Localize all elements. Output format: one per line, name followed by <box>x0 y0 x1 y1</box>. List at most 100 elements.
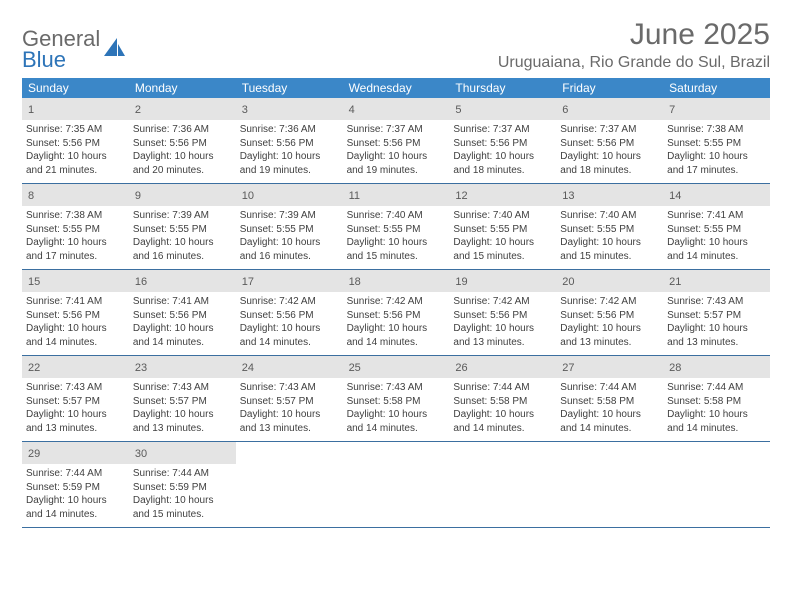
daylight-line: Daylight: 10 hours and 14 minutes. <box>133 322 232 349</box>
sunrise-line: Sunrise: 7:39 AM <box>133 209 232 223</box>
day-number: 18 <box>349 276 361 288</box>
daylight-line: Daylight: 10 hours and 18 minutes. <box>560 150 659 177</box>
day-cell: 9Sunrise: 7:39 AMSunset: 5:55 PMDaylight… <box>129 184 236 269</box>
title-block: June 2025 Uruguaiana, Rio Grande do Sul,… <box>498 18 770 72</box>
sunrise-line: Sunrise: 7:42 AM <box>453 295 552 309</box>
sunrise-line: Sunrise: 7:44 AM <box>26 467 125 481</box>
day-number: 11 <box>349 190 360 202</box>
daylight-line: Daylight: 10 hours and 14 minutes. <box>347 322 446 349</box>
sunrise-line: Sunrise: 7:43 AM <box>26 381 125 395</box>
week-row: 1Sunrise: 7:35 AMSunset: 5:56 PMDaylight… <box>22 98 770 184</box>
day-number-bar: 8 <box>22 184 129 206</box>
day-cell: 29Sunrise: 7:44 AMSunset: 5:59 PMDayligh… <box>22 442 129 527</box>
day-cell: 2Sunrise: 7:36 AMSunset: 5:56 PMDaylight… <box>129 98 236 183</box>
day-cell: 11Sunrise: 7:40 AMSunset: 5:55 PMDayligh… <box>343 184 450 269</box>
day-number: 7 <box>669 104 675 116</box>
sunset-line: Sunset: 5:55 PM <box>240 223 339 237</box>
day-cell <box>663 442 770 527</box>
day-number-bar: 12 <box>449 184 556 206</box>
daylight-line: Daylight: 10 hours and 14 minutes. <box>667 236 766 263</box>
day-number-bar: 24 <box>236 356 343 378</box>
day-cell: 19Sunrise: 7:42 AMSunset: 5:56 PMDayligh… <box>449 270 556 355</box>
day-number: 22 <box>28 362 40 374</box>
sunset-line: Sunset: 5:57 PM <box>240 395 339 409</box>
sunset-line: Sunset: 5:55 PM <box>560 223 659 237</box>
day-number-bar: 7 <box>663 98 770 120</box>
sunrise-line: Sunrise: 7:41 AM <box>26 295 125 309</box>
sunset-line: Sunset: 5:57 PM <box>667 309 766 323</box>
sunset-line: Sunset: 5:56 PM <box>26 309 125 323</box>
logo: General Blue <box>22 28 126 71</box>
sunrise-line: Sunrise: 7:37 AM <box>347 123 446 137</box>
daylight-line: Daylight: 10 hours and 14 minutes. <box>667 408 766 435</box>
header: General Blue June 2025 Uruguaiana, Rio G… <box>22 18 770 72</box>
sunset-line: Sunset: 5:55 PM <box>453 223 552 237</box>
day-header-friday: Friday <box>556 78 663 98</box>
day-cell: 28Sunrise: 7:44 AMSunset: 5:58 PMDayligh… <box>663 356 770 441</box>
logo-text-block: General Blue <box>22 28 100 71</box>
daylight-line: Daylight: 10 hours and 18 minutes. <box>453 150 552 177</box>
sunset-line: Sunset: 5:59 PM <box>133 481 232 495</box>
day-cell: 21Sunrise: 7:43 AMSunset: 5:57 PMDayligh… <box>663 270 770 355</box>
logo-text-blue: Blue <box>22 49 100 71</box>
day-cell: 14Sunrise: 7:41 AMSunset: 5:55 PMDayligh… <box>663 184 770 269</box>
daylight-line: Daylight: 10 hours and 17 minutes. <box>26 236 125 263</box>
sunset-line: Sunset: 5:58 PM <box>560 395 659 409</box>
day-number: 26 <box>455 362 467 374</box>
day-cell: 10Sunrise: 7:39 AMSunset: 5:55 PMDayligh… <box>236 184 343 269</box>
day-number: 14 <box>669 190 681 202</box>
daylight-line: Daylight: 10 hours and 16 minutes. <box>240 236 339 263</box>
calendar: SundayMondayTuesdayWednesdayThursdayFrid… <box>22 78 770 528</box>
day-number-bar: 10 <box>236 184 343 206</box>
daylight-line: Daylight: 10 hours and 13 minutes. <box>560 322 659 349</box>
sunrise-line: Sunrise: 7:40 AM <box>560 209 659 223</box>
daylight-line: Daylight: 10 hours and 21 minutes. <box>26 150 125 177</box>
day-headers-row: SundayMondayTuesdayWednesdayThursdayFrid… <box>22 78 770 98</box>
sunset-line: Sunset: 5:57 PM <box>133 395 232 409</box>
day-cell: 6Sunrise: 7:37 AMSunset: 5:56 PMDaylight… <box>556 98 663 183</box>
day-number: 4 <box>349 104 355 116</box>
day-number: 29 <box>28 448 40 460</box>
sunset-line: Sunset: 5:55 PM <box>26 223 125 237</box>
day-number: 24 <box>242 362 254 374</box>
month-title: June 2025 <box>498 18 770 52</box>
day-number-bar: 1 <box>22 98 129 120</box>
sunset-line: Sunset: 5:55 PM <box>667 137 766 151</box>
day-number-bar: 20 <box>556 270 663 292</box>
day-number: 8 <box>28 190 34 202</box>
day-cell: 1Sunrise: 7:35 AMSunset: 5:56 PMDaylight… <box>22 98 129 183</box>
day-cell: 8Sunrise: 7:38 AMSunset: 5:55 PMDaylight… <box>22 184 129 269</box>
day-number: 6 <box>562 104 568 116</box>
day-number-bar: 14 <box>663 184 770 206</box>
day-number: 25 <box>349 362 361 374</box>
sunrise-line: Sunrise: 7:43 AM <box>347 381 446 395</box>
day-cell: 17Sunrise: 7:42 AMSunset: 5:56 PMDayligh… <box>236 270 343 355</box>
sunset-line: Sunset: 5:55 PM <box>347 223 446 237</box>
sunset-line: Sunset: 5:57 PM <box>26 395 125 409</box>
daylight-line: Daylight: 10 hours and 20 minutes. <box>133 150 232 177</box>
sunrise-line: Sunrise: 7:44 AM <box>667 381 766 395</box>
day-cell: 12Sunrise: 7:40 AMSunset: 5:55 PMDayligh… <box>449 184 556 269</box>
day-cell: 7Sunrise: 7:38 AMSunset: 5:55 PMDaylight… <box>663 98 770 183</box>
logo-sail-icon <box>104 38 126 63</box>
sunset-line: Sunset: 5:58 PM <box>667 395 766 409</box>
day-number: 3 <box>242 104 248 116</box>
day-number: 13 <box>562 190 574 202</box>
daylight-line: Daylight: 10 hours and 14 minutes. <box>347 408 446 435</box>
day-number-bar: 19 <box>449 270 556 292</box>
sunset-line: Sunset: 5:56 PM <box>240 137 339 151</box>
sunrise-line: Sunrise: 7:42 AM <box>347 295 446 309</box>
day-number-bar: 2 <box>129 98 236 120</box>
day-cell: 4Sunrise: 7:37 AMSunset: 5:56 PMDaylight… <box>343 98 450 183</box>
day-number: 2 <box>135 104 141 116</box>
day-number: 17 <box>242 276 254 288</box>
day-number-bar: 11 <box>343 184 450 206</box>
daylight-line: Daylight: 10 hours and 13 minutes. <box>667 322 766 349</box>
sunrise-line: Sunrise: 7:41 AM <box>133 295 232 309</box>
day-cell <box>343 442 450 527</box>
day-number: 12 <box>455 190 467 202</box>
sunrise-line: Sunrise: 7:44 AM <box>133 467 232 481</box>
week-row: 29Sunrise: 7:44 AMSunset: 5:59 PMDayligh… <box>22 442 770 528</box>
day-cell: 13Sunrise: 7:40 AMSunset: 5:55 PMDayligh… <box>556 184 663 269</box>
sunrise-line: Sunrise: 7:36 AM <box>240 123 339 137</box>
